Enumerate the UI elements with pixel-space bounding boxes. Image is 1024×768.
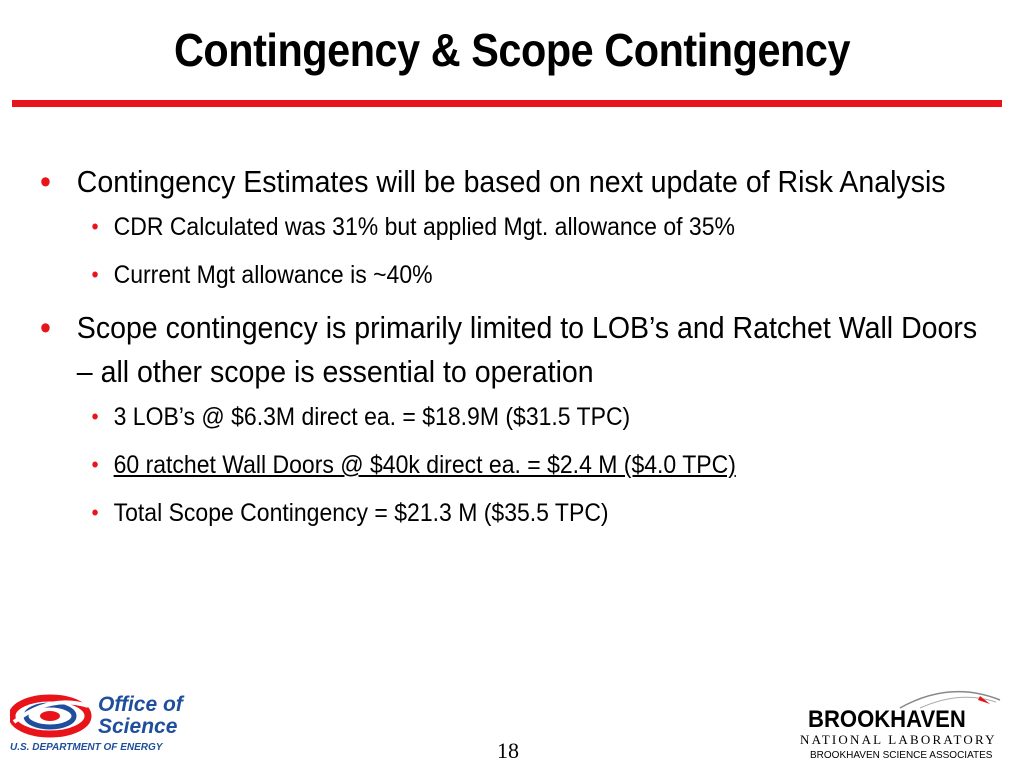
sub-bullet-2-3-marker: • bbox=[91, 500, 99, 525]
sub-bullet-2-1: • 3 LOB’s @ $6.3M direct ea. = $18.9M ($… bbox=[40, 400, 1024, 434]
doe-office-line2: Science bbox=[98, 715, 178, 738]
brookhaven-arc-icon bbox=[899, 690, 1001, 709]
doe-office-text: Office of Science bbox=[98, 694, 183, 738]
doe-office-of-science-logo: Office of Science U.S. DEPARTMENT OF ENE… bbox=[10, 692, 210, 762]
sub-bullet-2-1-text: 3 LOB’s @ $6.3M direct ea. = $18.9M ($31… bbox=[113, 403, 631, 431]
brookhaven-logo: BROOKHAVEN NATIONAL LABORATORY BROOKHAVE… bbox=[800, 686, 1016, 766]
sub-bullet-1-1-marker: • bbox=[91, 214, 99, 239]
doe-office-line1: Office of bbox=[98, 693, 183, 716]
doe-swirl-icon bbox=[10, 694, 92, 738]
sub-bullet-2-2: • 60 ratchet Wall Doors @ $40k direct ea… bbox=[40, 448, 1024, 482]
doe-subtitle: U.S. DEPARTMENT OF ENERGY bbox=[10, 742, 163, 753]
sub-bullet-1-2: • Current Mgt allowance is ~40% bbox=[40, 258, 1024, 292]
bullet-1-marker: • bbox=[40, 163, 51, 201]
sub-bullet-2-2-text: 60 ratchet Wall Doors @ $40k direct ea. … bbox=[113, 451, 736, 479]
title-divider bbox=[12, 100, 1002, 107]
sub-bullet-1-2-text: Current Mgt allowance is ~40% bbox=[113, 261, 433, 289]
brookhaven-name: BROOKHAVEN bbox=[808, 706, 966, 733]
sub-bullet-1-1-text: CDR Calculated was 31% but applied Mgt. … bbox=[113, 213, 735, 241]
national-laboratory-text: NATIONAL LABORATORY bbox=[800, 732, 997, 747]
brookhaven-associates-text: BROOKHAVEN SCIENCE ASSOCIATES bbox=[810, 750, 993, 761]
page-number: 18 bbox=[497, 738, 519, 763]
sub-bullet-1-2-marker: • bbox=[91, 262, 99, 287]
bullet-2-marker: • bbox=[40, 309, 51, 347]
slide-content: • Contingency Estimates will be based on… bbox=[40, 160, 980, 544]
bullet-2-text: Scope contingency is primarily limited t… bbox=[76, 310, 978, 389]
sub-bullet-1-1: • CDR Calculated was 31% but applied Mgt… bbox=[40, 210, 1024, 244]
sub-bullet-2-1-marker: • bbox=[91, 404, 99, 429]
slide-title: Contingency & Scope Contingency bbox=[173, 24, 851, 76]
sub-bullet-2-3: • Total Scope Contingency = $21.3 M ($35… bbox=[40, 496, 1024, 530]
bullet-1-text: Contingency Estimates will be based on n… bbox=[76, 164, 946, 199]
sub-bullet-2-2-marker: • bbox=[91, 452, 99, 477]
bullet-1: • Contingency Estimates will be based on… bbox=[40, 160, 997, 204]
sub-bullet-2-3-text: Total Scope Contingency = $21.3 M ($35.5… bbox=[113, 499, 609, 527]
bullet-2: • Scope contingency is primarily limited… bbox=[40, 306, 997, 394]
